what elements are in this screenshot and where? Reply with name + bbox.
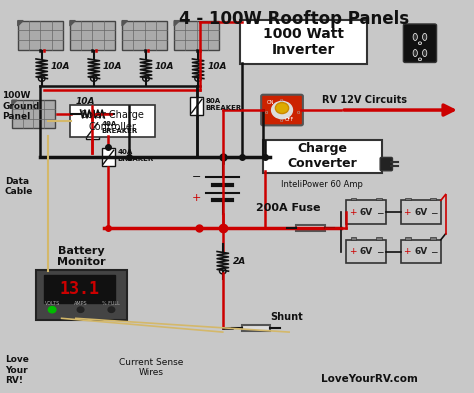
Text: Data
Cable: Data Cable: [5, 177, 33, 196]
Text: RV 12V Circuits: RV 12V Circuits: [322, 95, 407, 105]
FancyBboxPatch shape: [242, 325, 270, 331]
Text: Shunt: Shunt: [270, 312, 303, 322]
Circle shape: [91, 76, 97, 81]
Text: Current Sense
Wires: Current Sense Wires: [119, 358, 184, 377]
Text: −: −: [430, 208, 438, 217]
Text: −: −: [430, 247, 438, 256]
Bar: [351, 237, 356, 240]
Text: 80A
BREAKER: 80A BREAKER: [206, 97, 242, 111]
Text: −: −: [192, 172, 201, 182]
FancyBboxPatch shape: [102, 148, 115, 166]
FancyBboxPatch shape: [263, 140, 382, 173]
FancyBboxPatch shape: [346, 240, 386, 263]
Circle shape: [219, 268, 226, 274]
Text: 6V: 6V: [414, 208, 427, 217]
Text: +: +: [403, 208, 411, 217]
Ellipse shape: [413, 33, 417, 40]
Text: Solar Charge
Controller: Solar Charge Controller: [81, 110, 144, 132]
Ellipse shape: [418, 42, 422, 45]
Text: 40A
BREAKER: 40A BREAKER: [101, 121, 137, 134]
Ellipse shape: [423, 50, 427, 57]
Text: −: −: [376, 247, 383, 256]
Bar: [351, 198, 356, 200]
Text: LoveYourRV.com: LoveYourRV.com: [321, 375, 418, 384]
Ellipse shape: [413, 50, 417, 57]
Text: 1000 Watt
Inverter: 1000 Watt Inverter: [263, 27, 344, 57]
Circle shape: [78, 112, 83, 116]
Circle shape: [272, 101, 292, 119]
Ellipse shape: [423, 33, 427, 40]
Circle shape: [275, 103, 289, 114]
Text: ON: ON: [266, 100, 274, 105]
Bar: [405, 237, 411, 240]
Polygon shape: [18, 20, 23, 26]
FancyBboxPatch shape: [380, 158, 392, 171]
Text: Battery
Monitor: Battery Monitor: [57, 246, 106, 267]
Text: 10A: 10A: [155, 62, 174, 71]
FancyBboxPatch shape: [190, 97, 203, 115]
Circle shape: [108, 307, 115, 312]
Polygon shape: [70, 20, 75, 26]
Text: o: o: [280, 118, 283, 123]
Text: −: −: [376, 208, 383, 217]
Text: 10A: 10A: [103, 62, 122, 71]
Text: o: o: [264, 110, 268, 114]
FancyBboxPatch shape: [401, 240, 441, 263]
Text: 4 - 100W Rooftop Panels: 4 - 100W Rooftop Panels: [179, 10, 409, 28]
Ellipse shape: [418, 58, 422, 61]
Circle shape: [195, 76, 201, 81]
FancyBboxPatch shape: [261, 95, 303, 125]
Text: 10A: 10A: [51, 62, 70, 71]
FancyBboxPatch shape: [122, 20, 167, 50]
FancyBboxPatch shape: [296, 225, 325, 231]
Text: +: +: [403, 247, 411, 256]
FancyBboxPatch shape: [346, 200, 386, 224]
Text: o: o: [280, 98, 283, 103]
Text: VOLTS: VOLTS: [45, 301, 60, 306]
FancyBboxPatch shape: [70, 105, 155, 137]
Text: +: +: [349, 208, 356, 217]
Text: 100W
Ground
Panel: 100W Ground Panel: [2, 91, 40, 121]
Text: +: +: [192, 193, 201, 204]
FancyBboxPatch shape: [86, 121, 99, 139]
Polygon shape: [12, 100, 17, 105]
Text: 10A: 10A: [76, 97, 95, 106]
FancyBboxPatch shape: [70, 20, 115, 50]
Circle shape: [38, 76, 45, 81]
Bar: [405, 198, 411, 200]
Text: 2A: 2A: [233, 257, 246, 266]
Circle shape: [48, 307, 56, 313]
Bar: [430, 237, 436, 240]
Text: 13.1: 13.1: [59, 280, 99, 298]
Text: 6V: 6V: [414, 247, 427, 256]
FancyBboxPatch shape: [18, 20, 63, 50]
FancyBboxPatch shape: [44, 275, 115, 303]
FancyBboxPatch shape: [36, 270, 127, 320]
Circle shape: [77, 307, 84, 312]
Text: % FULL: % FULL: [102, 301, 120, 306]
Circle shape: [143, 76, 149, 81]
Text: 6V: 6V: [360, 247, 373, 256]
Bar: [376, 198, 382, 200]
Text: Charge
Converter: Charge Converter: [287, 142, 357, 170]
Bar: [430, 198, 436, 200]
FancyBboxPatch shape: [174, 20, 219, 50]
FancyBboxPatch shape: [401, 200, 441, 224]
Text: 6V: 6V: [360, 208, 373, 217]
Text: 200A Fuse: 200A Fuse: [256, 203, 320, 213]
Polygon shape: [174, 20, 180, 26]
Text: o: o: [297, 110, 301, 114]
FancyBboxPatch shape: [12, 100, 55, 128]
FancyBboxPatch shape: [240, 20, 367, 64]
Bar: [376, 237, 382, 240]
Text: Love
Your
RV!: Love Your RV!: [5, 355, 28, 385]
Text: AMPS: AMPS: [74, 301, 87, 306]
Polygon shape: [122, 20, 128, 26]
Text: +: +: [349, 247, 356, 256]
Text: OFF: OFF: [284, 117, 294, 122]
FancyBboxPatch shape: [403, 24, 437, 62]
Text: 40A
BREAKER: 40A BREAKER: [118, 149, 154, 162]
Text: 10A: 10A: [207, 62, 227, 71]
Text: InteliPower 60 Amp: InteliPower 60 Amp: [282, 180, 363, 189]
